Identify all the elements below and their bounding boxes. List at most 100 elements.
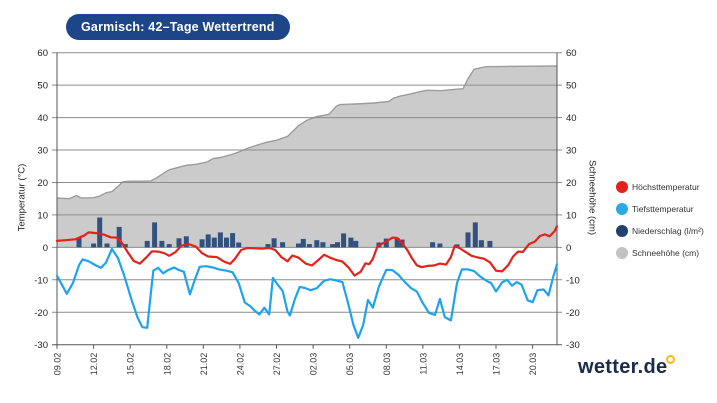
x-tick-label-27.02: 27.02 (272, 353, 282, 376)
precipitation-bar (104, 243, 110, 248)
precipitation-bar (472, 222, 478, 248)
page-title: Garmisch: 42–Tage Wettertrend (66, 14, 290, 40)
precipitation-bar (383, 238, 389, 248)
legend-dot-icon (616, 247, 628, 259)
precipitation-bar (330, 244, 336, 248)
x-tick-label-02.03: 02.03 (309, 353, 319, 376)
x-tick-label-17.03: 17.03 (492, 353, 502, 376)
legend-dot-icon (616, 225, 628, 237)
legend-label: Höchsttemperatur (632, 182, 700, 192)
y-tick-left-10: 10 (37, 210, 48, 221)
y-tick-right-0: 0 (566, 243, 571, 254)
precipitation-bar (314, 240, 320, 248)
precipitation-bar (97, 217, 103, 248)
precipitation-bar (335, 242, 340, 248)
y-tick-right--20: -20 (566, 308, 580, 319)
x-tick-label-18.02: 18.02 (162, 353, 172, 376)
precipitation-bar (296, 243, 301, 248)
precipitation-bar (122, 244, 128, 248)
wetter-de-logo: wetter.de (578, 355, 676, 379)
y-tick-left--10: -10 (34, 275, 48, 286)
precipitation-bar (230, 233, 236, 248)
y-tick-right-20: 20 (566, 178, 577, 189)
precipitation-bar (430, 242, 436, 248)
min-temperature-line (55, 247, 559, 339)
legend-item-4: Schneehöhe (cm) (616, 242, 704, 264)
precipitation-bar (465, 232, 471, 248)
precipitation-bar (265, 244, 271, 248)
precipitation-bar (454, 244, 460, 248)
x-tick-label-24.02: 24.02 (235, 353, 245, 376)
precipitation-bar (176, 238, 182, 248)
precipitation-bar (271, 238, 277, 248)
y-tick-right-50: 50 (566, 81, 577, 92)
x-tick-label-21.02: 21.02 (199, 353, 209, 376)
precipitation-bar (152, 222, 158, 248)
precipitation-bar (211, 237, 217, 248)
precipitation-bar (205, 234, 211, 248)
snow-depth-area (57, 66, 557, 248)
x-tick-label-11.03: 11.03 (418, 353, 428, 375)
y-tick-left-0: 0 (43, 243, 48, 254)
y-tick-left--20: -20 (34, 308, 48, 319)
x-tick-label-20.03: 20.03 (528, 353, 538, 376)
precipitation-bar (280, 242, 286, 248)
x-tick-label-14.03: 14.03 (455, 353, 465, 376)
precipitation-bar (236, 242, 242, 248)
precipitation-bar (487, 240, 493, 248)
max-temperature-line (55, 225, 559, 277)
y-tick-right-60: 60 (566, 48, 577, 59)
x-tick-label-08.03: 08.03 (382, 353, 392, 376)
legend-item-1: Höchsttemperatur (616, 176, 704, 198)
y-tick-right--10: -10 (566, 275, 580, 286)
precipitation-bar (348, 237, 354, 248)
legend-dot-icon (616, 203, 628, 215)
x-tick-label-05.03: 05.03 (345, 353, 355, 376)
y-tick-left--30: -30 (34, 340, 48, 351)
precipitation-bar (300, 238, 306, 248)
x-tick-label-12.02: 12.02 (89, 353, 99, 376)
y-axis-label-temperature: Temperatur (°C) (16, 163, 28, 232)
y-tick-left-30: 30 (37, 146, 48, 157)
y-tick-right-40: 40 (566, 113, 577, 124)
precipitation-bar (159, 240, 165, 248)
legend-item-2: Tiefsttemperatur (616, 198, 704, 220)
precipitation-bar (320, 242, 326, 248)
precipitation-bar (183, 236, 189, 248)
y-tick-left-50: 50 (37, 81, 48, 92)
precipitation-bar (224, 237, 229, 248)
precipitation-bar (116, 226, 122, 248)
legend-label: Schneehöhe (cm) (632, 248, 700, 258)
logo-sun-ring-icon (666, 355, 676, 364)
legend-dot-icon (616, 181, 628, 193)
snow-depth-outline (56, 65, 558, 200)
precipitation-bar (478, 240, 484, 248)
precipitation-bar (341, 233, 347, 248)
precipitation-bar (217, 232, 223, 248)
precipitation-bar (437, 243, 443, 248)
y-tick-left-40: 40 (37, 113, 48, 124)
y-tick-left-60: 60 (37, 48, 48, 59)
precipitation-bar (76, 237, 82, 248)
legend-item-3: Niederschlag (l/m²) (616, 220, 704, 242)
logo-text: wetter.de (578, 356, 668, 378)
y-axis-label-snowheight: Schneehöhe (cm) (586, 160, 598, 235)
legend-label: Niederschlag (l/m²) (632, 226, 704, 236)
x-tick-label-09.02: 09.02 (53, 353, 63, 376)
precipitation-bar (394, 238, 400, 248)
precipitation-bar (166, 244, 172, 248)
legend-label: Tiefsttemperatur (632, 204, 694, 214)
precipitation-bar (353, 240, 359, 248)
precipitation-bar (199, 239, 205, 248)
y-tick-right-10: 10 (566, 210, 577, 221)
precipitation-bar (306, 244, 312, 248)
x-tick-label-15.02: 15.02 (126, 353, 136, 376)
chart-legend: Höchsttemperatur Tiefsttemperatur Niedersc… (616, 176, 704, 264)
y-tick-left-20: 20 (37, 178, 48, 189)
y-tick-right--30: -30 (566, 340, 580, 351)
precipitation-bar (144, 240, 150, 248)
y-tick-right-30: 30 (566, 146, 577, 157)
precipitation-bar (91, 243, 97, 248)
